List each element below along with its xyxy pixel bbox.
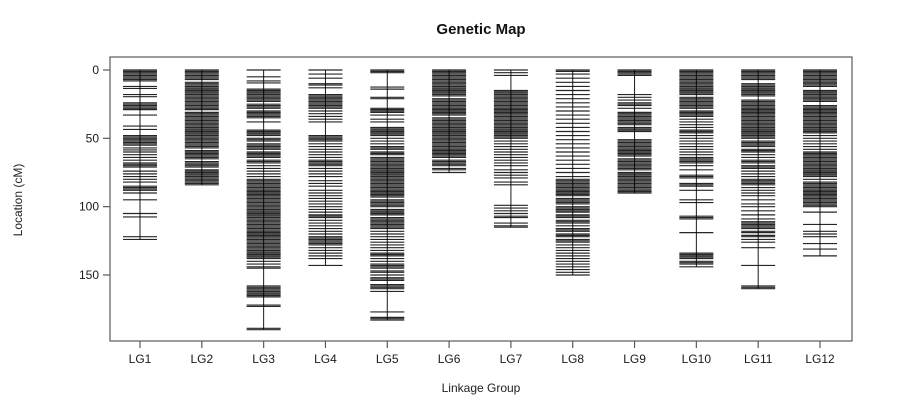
y-tick-label: 50: [86, 131, 100, 145]
x-tick-label-lg9: LG9: [623, 352, 646, 366]
x-tick-label-lg11: LG11: [744, 352, 773, 366]
x-tick-label-lg4: LG4: [314, 352, 337, 366]
chart-title: Genetic Map: [436, 21, 526, 38]
y-tick-label: 0: [92, 63, 99, 77]
x-tick-label-lg8: LG8: [561, 352, 584, 366]
x-axis-title: Linkage Group: [441, 381, 521, 395]
x-tick-label-lg3: LG3: [252, 352, 275, 366]
x-tick-label-lg10: LG10: [682, 352, 712, 366]
x-tick-label-lg12: LG12: [805, 352, 835, 366]
x-tick-label-lg2: LG2: [190, 352, 213, 366]
x-tick-label-lg6: LG6: [438, 352, 461, 366]
x-tick-label-lg1: LG1: [129, 352, 152, 366]
y-tick-label: 150: [79, 268, 99, 282]
plot-frame: [109, 56, 853, 342]
x-tick-label-lg7: LG7: [500, 352, 523, 366]
x-tick-label-lg5: LG5: [376, 352, 399, 366]
y-tick-label: 100: [79, 200, 99, 214]
